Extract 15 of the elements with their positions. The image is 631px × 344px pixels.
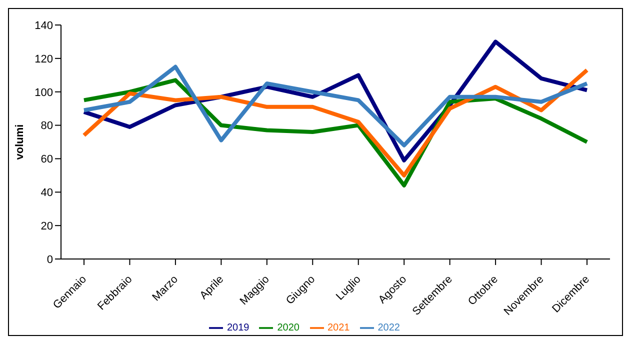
y-tick-label: 0 xyxy=(46,254,53,266)
legend-label: 2020 xyxy=(277,322,300,334)
y-tick-label: 140 xyxy=(34,20,53,32)
line-series xyxy=(82,64,589,148)
y-tick-label: 60 xyxy=(40,154,53,166)
legend-label: 2019 xyxy=(227,322,250,334)
legend-label: 2021 xyxy=(328,322,350,334)
y-tick-label: 40 xyxy=(40,187,53,200)
legend-label: 2022 xyxy=(378,322,400,334)
y-tick-label: 20 xyxy=(40,220,53,232)
line-series xyxy=(82,68,589,178)
y-axis-title: volumi xyxy=(14,124,26,160)
y-tick-label: 100 xyxy=(34,86,53,99)
y-tick-label: 120 xyxy=(34,53,53,66)
y-tick-label: 80 xyxy=(40,120,53,132)
